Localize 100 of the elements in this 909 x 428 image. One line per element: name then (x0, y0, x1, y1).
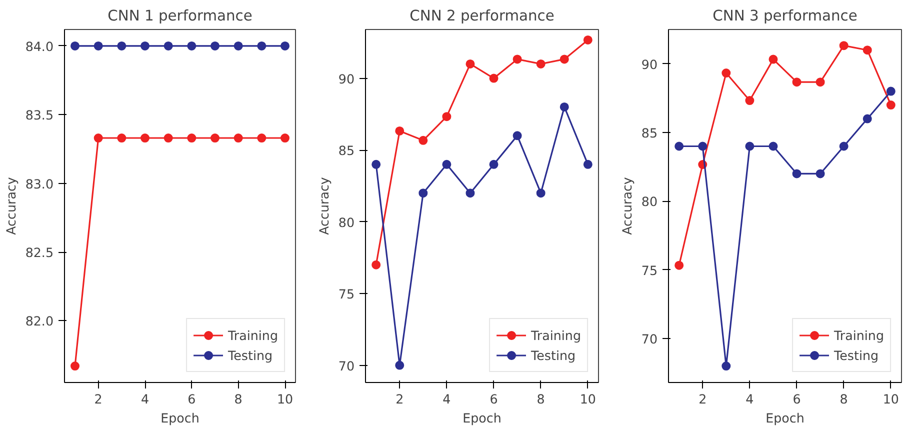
point (674, 260, 684, 270)
legend-label: Testing (228, 348, 273, 362)
point (418, 188, 428, 198)
point (792, 78, 802, 87)
y-tick-label: 80 (641, 194, 658, 210)
legend-label: Testing (531, 348, 576, 362)
point (164, 134, 173, 142)
point (862, 114, 872, 124)
point (583, 160, 592, 169)
point (70, 41, 80, 50)
point (560, 54, 569, 64)
y-tick-label: 85 (338, 143, 355, 158)
x-axis-title: Epoch (766, 410, 804, 426)
point (536, 188, 546, 198)
y-tick-label: 80 (338, 214, 355, 230)
y-axis-title: Accuracy (619, 176, 634, 235)
point (280, 41, 290, 50)
point (442, 160, 452, 169)
x-axis-title: Epoch (462, 410, 502, 426)
point (536, 59, 546, 68)
point (862, 46, 872, 55)
point (792, 169, 802, 178)
point (257, 41, 266, 50)
legend-label: Training (834, 328, 884, 342)
chart-title: CNN 2 performance (410, 8, 554, 24)
y-tick-label: 84.0 (25, 38, 54, 54)
point (745, 96, 754, 106)
point (372, 260, 381, 270)
point (280, 134, 290, 142)
point (164, 41, 173, 50)
point (140, 134, 150, 142)
point (886, 86, 896, 96)
point (210, 134, 220, 142)
point (722, 68, 731, 78)
point (886, 100, 896, 110)
point (839, 142, 848, 151)
point (489, 160, 498, 169)
y-tick-label: 83.0 (25, 176, 54, 192)
point (234, 41, 243, 50)
point (768, 142, 778, 151)
x-tick-label: 4 (442, 392, 451, 406)
x-tick-label: 8 (234, 392, 242, 406)
legend-label: Training (531, 328, 581, 342)
point (117, 41, 126, 50)
point (560, 102, 569, 112)
x-tick-label: 8 (840, 392, 848, 406)
legend-label: Training (228, 328, 278, 342)
x-tick-label: 2 (698, 392, 707, 406)
point (583, 35, 592, 44)
chart-title: CNN 3 performance (712, 8, 858, 24)
y-tick-label: 75 (641, 262, 658, 278)
legend-label: Testing (834, 348, 879, 362)
point (94, 41, 103, 50)
x-tick-label: 6 (792, 392, 801, 406)
x-tick-label: 4 (140, 392, 150, 406)
y-tick-label: 82.0 (25, 314, 54, 329)
x-tick-label: 2 (396, 392, 404, 406)
point (816, 78, 825, 87)
x-tick-label: 6 (188, 392, 196, 406)
point (466, 59, 475, 68)
y-tick-label: 90 (338, 71, 355, 86)
point (512, 54, 522, 64)
point (466, 188, 475, 198)
y-tick-label: 82.5 (25, 245, 54, 260)
chart-title: CNN 1 performance (108, 8, 252, 24)
point (698, 142, 708, 151)
point (442, 112, 452, 122)
point (395, 126, 404, 136)
point (512, 131, 522, 140)
x-tick-label: 2 (94, 392, 102, 406)
y-tick-label: 83.5 (25, 108, 54, 123)
y-tick-label: 85 (641, 126, 658, 141)
x-tick-label: 10 (276, 392, 294, 406)
point (257, 134, 266, 142)
point (839, 41, 848, 50)
point (418, 136, 428, 145)
point (117, 134, 126, 142)
x-tick-label: 6 (490, 392, 498, 406)
y-tick-label: 70 (338, 358, 355, 374)
y-tick-label: 75 (338, 286, 355, 302)
point (94, 134, 103, 142)
x-tick-label: 4 (746, 392, 754, 406)
point (187, 134, 196, 142)
point (816, 169, 825, 178)
point (745, 142, 754, 151)
point (768, 54, 778, 64)
point (722, 362, 731, 371)
y-axis-title: Accuracy (316, 176, 332, 235)
y-axis-title: Accuracy (3, 176, 18, 235)
x-axis-title: Epoch (160, 410, 200, 426)
x-tick-label: 10 (882, 392, 899, 406)
y-tick-label: 90 (641, 56, 658, 72)
point (187, 41, 196, 50)
point (70, 362, 80, 371)
point (395, 360, 404, 370)
point (372, 160, 381, 169)
y-tick-label: 70 (641, 332, 658, 347)
point (234, 134, 243, 142)
x-tick-label: 10 (580, 392, 596, 406)
x-tick-label: 8 (536, 392, 545, 406)
